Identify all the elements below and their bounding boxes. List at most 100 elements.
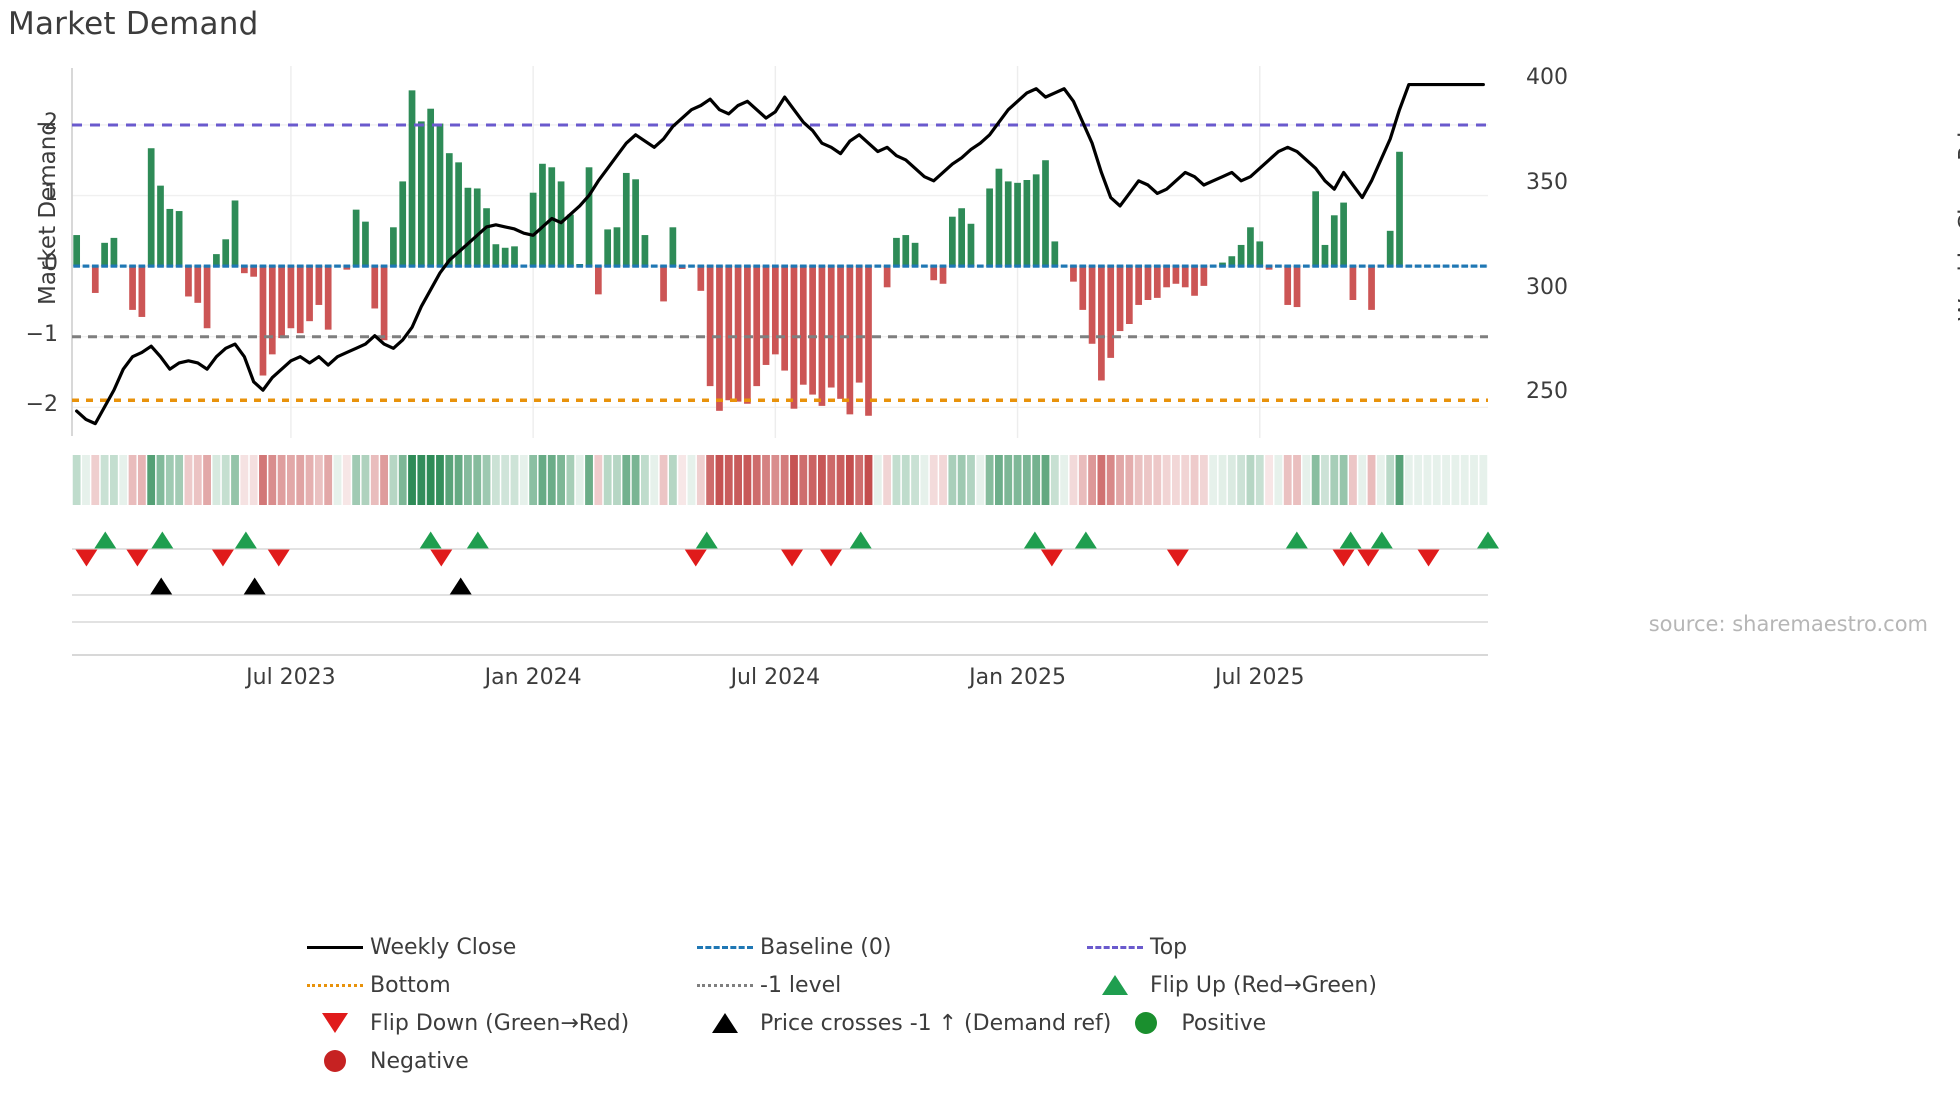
- heat-strip-cell: [314, 455, 323, 505]
- demand-bar-negative: [846, 266, 854, 415]
- demand-bar-positive: [231, 200, 239, 267]
- heat-strip-cell: [1050, 455, 1059, 505]
- demand-bar-positive: [669, 227, 677, 267]
- legend-item[interactable]: Flip Down (Green→Red): [300, 1008, 690, 1038]
- heat-strip-cell: [72, 455, 81, 505]
- heat-strip-cell: [137, 455, 146, 505]
- page-title: Market Demand: [8, 6, 259, 42]
- x-tick-0: Jul 2023: [246, 665, 336, 690]
- heat-strip-cell: [631, 455, 640, 505]
- demand-bar-negative: [1116, 266, 1124, 332]
- positive-dot-icon: [1135, 1012, 1158, 1034]
- heat-strip-cell: [892, 455, 901, 505]
- heat-strip-cell: [501, 455, 510, 505]
- demand-bar-positive: [352, 209, 360, 267]
- demand-bar-negative: [1191, 266, 1198, 296]
- heat-strip-cell: [1302, 455, 1311, 505]
- y-tick-left-4: −2: [25, 392, 58, 418]
- demand-bar-negative: [744, 266, 751, 404]
- heat-strip-cell: [221, 455, 230, 505]
- legend-glyph: [690, 945, 760, 949]
- demand-bar-positive: [399, 181, 407, 267]
- legend-item[interactable]: Top: [1080, 932, 1500, 962]
- legend-item[interactable]: Price crosses -1 ↑ (Demand ref): [690, 1008, 1111, 1038]
- demand-bar-negative: [865, 266, 872, 416]
- flip-up-marker: [1370, 531, 1393, 549]
- demand-bar-negative: [1172, 266, 1180, 284]
- demand-bar-negative: [1200, 266, 1208, 286]
- chart-legend: Weekly Close Baseline (0) Top Bottom -1 leve…: [300, 932, 1660, 1084]
- heat-strip-cell: [436, 455, 444, 505]
- heat-strip-cell: [417, 455, 426, 505]
- legend-item[interactable]: Negative: [300, 1046, 690, 1076]
- heat-strip-cell: [1311, 455, 1320, 505]
- price-cross-marker: [243, 577, 266, 595]
- flip-up-marker: [1285, 531, 1308, 549]
- heat-strip-cell: [1209, 455, 1218, 505]
- legend-item[interactable]: -1 level: [690, 970, 1080, 1000]
- heat-strip-cell: [296, 455, 305, 505]
- demand-bar-negative: [129, 266, 136, 310]
- legend-item[interactable]: Weekly Close: [300, 932, 690, 962]
- demand-bar-negative: [306, 266, 313, 322]
- demand-bar-positive: [893, 237, 900, 267]
- demand-bar-negative: [1125, 266, 1133, 324]
- demand-bar-negative: [1349, 266, 1357, 300]
- legend-item[interactable]: Flip Up (Red→Green): [1080, 970, 1500, 1000]
- demand-bar-positive: [455, 162, 462, 267]
- heat-strip-cell: [706, 455, 715, 505]
- demand-bar-positive: [390, 227, 397, 267]
- legend-item[interactable]: Bottom: [300, 970, 690, 1000]
- heat-strip-cell: [771, 455, 780, 505]
- flip-down-marker: [126, 549, 149, 567]
- heat-strip-cell: [883, 455, 892, 505]
- demand-bar-positive: [1042, 160, 1049, 267]
- heat-strip-cell: [147, 455, 156, 505]
- heat-strip-cell: [1255, 455, 1264, 505]
- flip-down-marker: [267, 549, 290, 567]
- demand-bar-negative: [1293, 266, 1301, 308]
- legend-glyph: [300, 1013, 370, 1033]
- demand-bar-positive: [501, 247, 509, 267]
- demand-bar-negative: [185, 266, 192, 297]
- heat-strip-cell: [352, 455, 361, 505]
- heat-strip-cell: [1349, 455, 1357, 505]
- demand-bar-negative: [138, 266, 146, 317]
- heat-strip-cell: [119, 455, 128, 505]
- demand-bar-negative: [1284, 266, 1292, 305]
- legend-item[interactable]: Positive: [1111, 1008, 1531, 1038]
- heat-strip-cell: [678, 455, 687, 505]
- heat-strip-cell: [100, 455, 109, 505]
- demand-bar-positive: [1247, 227, 1254, 267]
- heat-strip-cell: [948, 455, 957, 505]
- heat-strip-cell: [538, 455, 547, 505]
- legend-item[interactable]: Baseline (0): [690, 932, 1080, 962]
- demand-bar-negative: [203, 266, 211, 329]
- demand-bar-negative: [734, 266, 742, 402]
- heat-strip-cell: [287, 455, 295, 505]
- heat-strip-cell: [622, 455, 631, 505]
- demand-bar-positive: [101, 242, 108, 267]
- heat-strip-cell: [1106, 455, 1115, 505]
- demand-bar-positive: [408, 90, 416, 267]
- heat-strip-cell: [249, 455, 258, 505]
- demand-bar-negative: [818, 266, 826, 406]
- flip-down-triangle-icon: [322, 1013, 348, 1033]
- heat-strip-cell: [1376, 455, 1385, 505]
- heat-strip-cell: [547, 455, 556, 505]
- heat-strip-cell: [203, 455, 211, 505]
- heat-strip-cell: [1330, 455, 1339, 505]
- demand-bar-negative: [771, 266, 779, 355]
- legend-glyph: [1080, 975, 1150, 995]
- flip-up-triangle-icon: [1102, 975, 1128, 995]
- demand-bar-positive: [483, 208, 490, 267]
- heat-strip-cell: [175, 455, 184, 505]
- demand-bar-positive: [222, 239, 230, 267]
- demand-bar-negative: [1107, 266, 1115, 358]
- demand-bar-positive: [464, 187, 472, 267]
- heat-strip-cell: [1414, 455, 1423, 505]
- heat-strip-cell: [361, 455, 370, 505]
- demand-bar-positive: [1237, 244, 1245, 267]
- heat-strip-cell: [1227, 455, 1236, 505]
- negative-dot-icon: [324, 1050, 346, 1072]
